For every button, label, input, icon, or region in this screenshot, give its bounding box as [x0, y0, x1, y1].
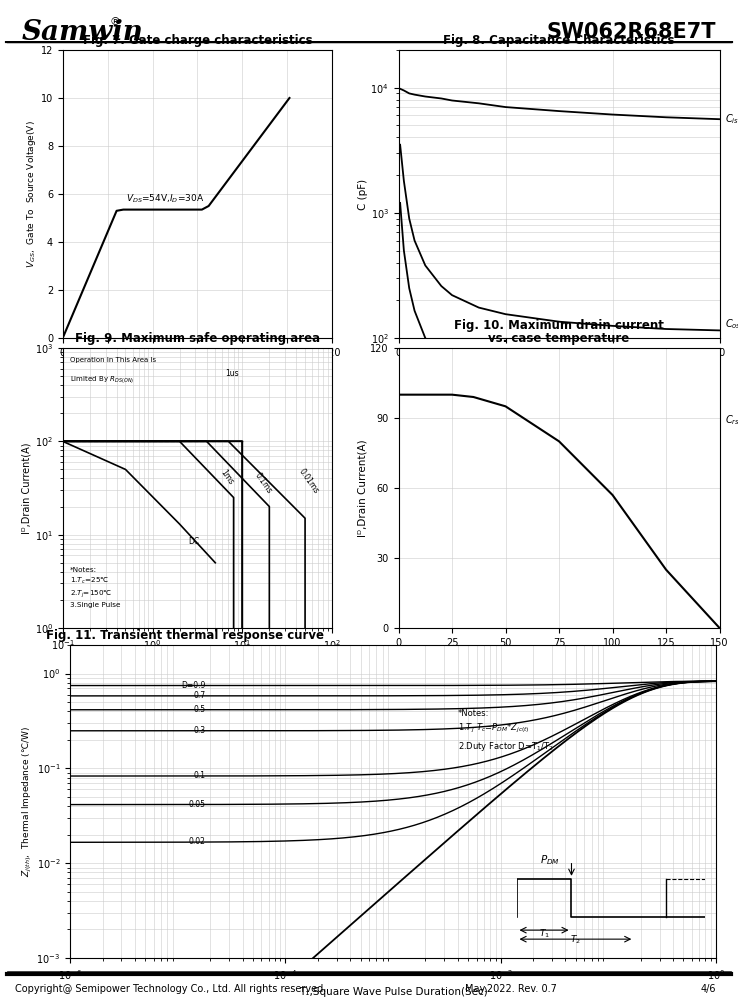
Text: Samwin: Samwin [22, 18, 144, 45]
Text: $T_2$: $T_2$ [570, 934, 581, 946]
Text: 4/6: 4/6 [700, 984, 716, 994]
Text: Limited By $R_{DS(ON)}$: Limited By $R_{DS(ON)}$ [70, 374, 134, 385]
Text: May.2022. Rev. 0.7: May.2022. Rev. 0.7 [465, 984, 556, 994]
Text: 0.02: 0.02 [188, 837, 205, 846]
Text: Fig. 11. Transient thermal response curve: Fig. 11. Transient thermal response curv… [46, 629, 323, 642]
Text: Fig. 8. Capacitance Characteristics: Fig. 8. Capacitance Characteristics [444, 34, 675, 47]
Text: $C_{rss}$: $C_{rss}$ [725, 413, 738, 427]
Text: 0.5: 0.5 [193, 705, 205, 714]
Text: D=0.9: D=0.9 [181, 681, 205, 690]
Text: Fig. 7. Gate charge characteristics: Fig. 7. Gate charge characteristics [83, 34, 312, 47]
X-axis label: Tc,Case Temperature (℃): Tc,Case Temperature (℃) [493, 653, 625, 663]
X-axis label: Vᴰₛ,Drain To Source Voltage(V): Vᴰₛ,Drain To Source Voltage(V) [123, 657, 272, 667]
Text: ®: ® [109, 17, 120, 27]
Text: 0.01ms: 0.01ms [297, 467, 320, 495]
X-axis label: Qᴳ, Total Gate Charge (nC): Qᴳ, Total Gate Charge (nC) [128, 363, 266, 373]
X-axis label: T₁,Square Wave Pulse Duration(Sec): T₁,Square Wave Pulse Duration(Sec) [299, 987, 487, 997]
Text: SW062R68E7T: SW062R68E7T [546, 22, 716, 42]
Y-axis label: C (pF): C (pF) [357, 178, 368, 210]
Text: $P_{DM}$: $P_{DM}$ [540, 853, 560, 867]
Text: 0.3: 0.3 [193, 726, 205, 735]
Text: vs. case temperature: vs. case temperature [489, 332, 630, 345]
Text: *Notes:
1.$T_c$=25℃
2.$T_j$=150℃
3.Single Pulse: *Notes: 1.$T_c$=25℃ 2.$T_j$=150℃ 3.Singl… [70, 567, 120, 608]
Y-axis label: Iᴰ,Drain Current(A): Iᴰ,Drain Current(A) [357, 439, 368, 537]
X-axis label: Vᴰₛ, Drain To Source Voltage (V): Vᴰₛ, Drain To Source Voltage (V) [477, 363, 641, 373]
Text: $T_1$: $T_1$ [539, 928, 550, 940]
Text: 0.1: 0.1 [193, 771, 205, 780]
Text: Fig. 9. Maximum safe operating area: Fig. 9. Maximum safe operating area [75, 332, 320, 345]
Text: 1us: 1us [225, 369, 239, 378]
Text: $C_{oss}$: $C_{oss}$ [725, 317, 738, 331]
Text: Fig. 10. Maximum drain current: Fig. 10. Maximum drain current [454, 319, 664, 332]
Text: *Notes:
1.$T_j$-$T_c$=$P_{DM}$*$Z_{jc(t)}$
2.Duty Factor D=T$_1$/T$_2$: *Notes: 1.$T_j$-$T_c$=$P_{DM}$*$Z_{jc(t)… [458, 709, 554, 753]
Text: $V_{DS}$=54V,$I_D$=30A: $V_{DS}$=54V,$I_D$=30A [125, 192, 204, 205]
Text: 1ms: 1ms [219, 468, 235, 486]
Y-axis label: $V_{GS}$,  Gate To  Source Voltage(V): $V_{GS}$, Gate To Source Voltage(V) [25, 120, 38, 268]
Text: 0.7: 0.7 [193, 691, 205, 700]
Y-axis label: $Z_{j(th)}$,  Thermal Impedance (℃/W): $Z_{j(th)}$, Thermal Impedance (℃/W) [21, 726, 34, 877]
Text: DC: DC [188, 537, 199, 546]
Text: 0.05: 0.05 [188, 800, 205, 809]
Text: 0.1ms: 0.1ms [252, 471, 273, 495]
Y-axis label: Iᴰ,Drain Current(A): Iᴰ,Drain Current(A) [22, 442, 32, 534]
Text: $C_{iss}$: $C_{iss}$ [725, 112, 738, 126]
Text: Operation In This Area Is: Operation In This Area Is [70, 357, 156, 363]
Text: Copyright@ Semipower Technology Co., Ltd. All rights reserved.: Copyright@ Semipower Technology Co., Ltd… [15, 984, 326, 994]
